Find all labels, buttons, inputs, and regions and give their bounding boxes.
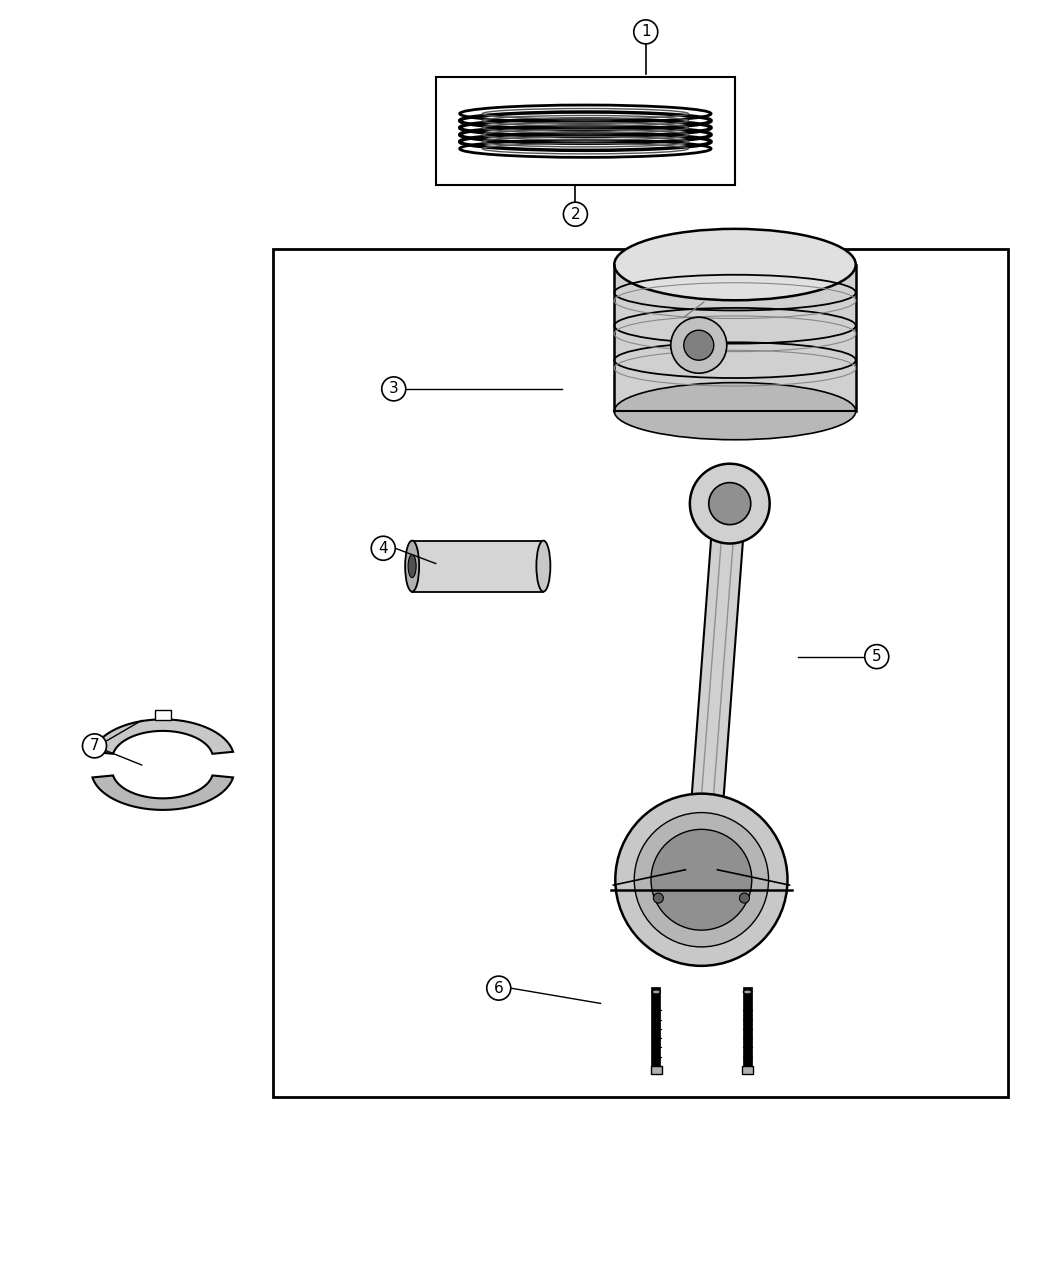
Circle shape: [739, 892, 750, 903]
Circle shape: [865, 645, 888, 668]
Ellipse shape: [614, 230, 856, 301]
Circle shape: [671, 317, 727, 374]
Ellipse shape: [405, 541, 419, 592]
Text: 3: 3: [388, 381, 399, 397]
Circle shape: [634, 812, 769, 947]
Circle shape: [634, 20, 657, 43]
Text: 4: 4: [378, 541, 388, 556]
Circle shape: [690, 464, 770, 543]
Text: 2: 2: [570, 207, 581, 222]
Ellipse shape: [652, 989, 660, 994]
Text: 7: 7: [89, 738, 100, 754]
Ellipse shape: [743, 989, 752, 994]
Ellipse shape: [408, 555, 416, 578]
Bar: [412, 541, 544, 592]
Bar: [651, 1066, 662, 1074]
Circle shape: [382, 377, 405, 400]
Bar: [273, 249, 1008, 1096]
Circle shape: [564, 203, 587, 226]
Bar: [436, 76, 735, 185]
Bar: [154, 710, 171, 720]
Bar: [614, 265, 856, 411]
Ellipse shape: [537, 541, 550, 592]
Polygon shape: [92, 775, 233, 810]
Circle shape: [487, 977, 510, 1000]
Ellipse shape: [614, 382, 856, 440]
Circle shape: [709, 483, 751, 524]
Circle shape: [651, 829, 752, 931]
Polygon shape: [92, 719, 233, 754]
Polygon shape: [686, 504, 745, 880]
Text: 5: 5: [872, 649, 882, 664]
Text: 6: 6: [494, 980, 504, 996]
Circle shape: [372, 537, 395, 560]
Circle shape: [653, 892, 664, 903]
Circle shape: [83, 734, 106, 757]
Text: 1: 1: [640, 24, 651, 40]
Circle shape: [684, 330, 714, 361]
Bar: [742, 1066, 753, 1074]
Circle shape: [615, 793, 788, 966]
